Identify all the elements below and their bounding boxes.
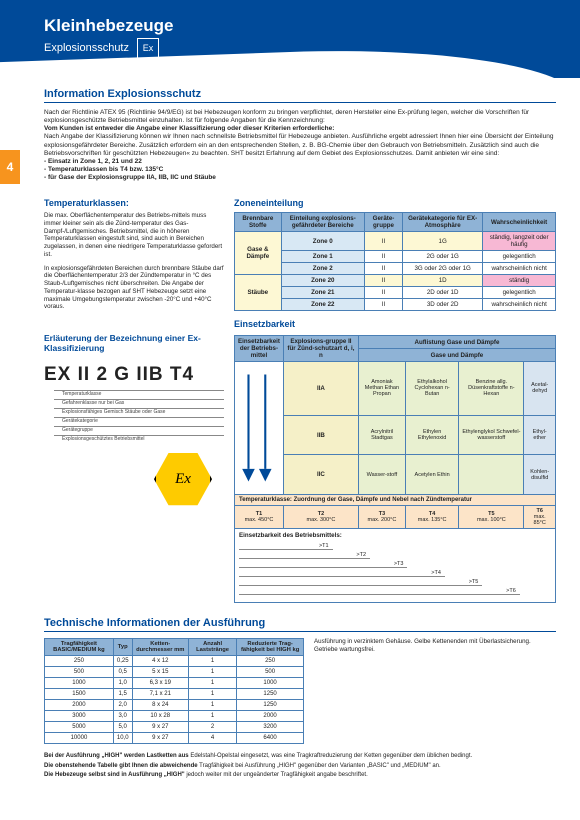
tech-table: Tragfähigkeit BASIC/MEDIUM kgTypKetten-d… <box>44 638 304 744</box>
eh3: Auflistung Gase und Dämpfe <box>358 336 555 349</box>
arrows: >T1>T2>T3>T4>T5>T6 <box>239 539 551 599</box>
info-title: Information Explosionsschutz <box>44 88 556 103</box>
f3a: Die Hebezeuge selbst sind in Ausführung … <box>44 772 185 778</box>
eh1: Einsetzbarkeit der Betriebs-mittel <box>235 336 284 362</box>
info-b1: - Einsatz in Zone 1, 2, 21 und 22 <box>44 158 142 165</box>
zones-table: Brennbare Stoffe Einteilung explosions-g… <box>234 212 556 311</box>
kl5: Explosionsgeschütztes Betriebsmittel <box>54 435 224 443</box>
f1a: Bei der Ausführung „HIGH" werden Lastket… <box>44 753 189 759</box>
f1b: Edelstahl-Opelstal eingesetzt, was eine … <box>190 753 472 759</box>
f3b: jedoch weiter mit der ungeänderter Tragf… <box>186 772 367 778</box>
info-b2: - Temperaturklassen bis T4 bzw. 135°C <box>44 166 163 173</box>
info-p2: Vom Kunden ist entweder die Angabe einer… <box>44 125 334 132</box>
zh4: Wahrscheinlichkeit <box>483 213 556 232</box>
page-title: Kleinhebezeuge <box>44 16 580 36</box>
tech-title: Technische Informationen der Ausführung <box>44 617 556 632</box>
kl3: Gerätekategorie <box>54 417 224 425</box>
gas-table: Einsetzbarkeit der Betriebs-mittel Explo… <box>234 335 556 603</box>
tech-notes: Ausführung in verzinktem Gehäuse. Gelbe … <box>314 638 556 744</box>
kl0: Temperaturklasse <box>54 390 224 398</box>
at: Einsetzbarkeit des Betriebsmittels: <box>239 532 342 539</box>
info-p3: Nach Angabe der Klassifizierung können w… <box>44 133 553 156</box>
temp-title: Temperaturklassen: <box>44 198 224 208</box>
kl1: Gefahrenklasse nur bei Gas <box>54 399 224 407</box>
footnotes: Bei der Ausführung „HIGH" werden Lastket… <box>44 752 556 781</box>
temp-p1: Die max. Oberflächentemperatur des Betri… <box>44 212 224 259</box>
ex-code: EX II 2 G IIB T4 <box>44 364 224 386</box>
tt: Temperaturklasse: <box>239 497 292 503</box>
zones-title: Zoneneinteilung <box>234 198 556 208</box>
zh0: Brennbare Stoffe <box>235 213 282 232</box>
einsetz-title: Einsetzbarkeit <box>234 319 556 329</box>
ex-hex-text: Ex <box>175 471 191 488</box>
page-subtitle: Explosionsschutz <box>44 42 129 54</box>
kl4: Gerätegruppe <box>54 426 224 434</box>
kl2: Explosionsfähiges Gemisch Stäube oder Ga… <box>54 408 224 416</box>
zh3: Gerätekategorie für EX-Atmosphäre <box>403 213 483 232</box>
zh1: Einteilung explosions-gefährdeter Bereic… <box>281 213 364 232</box>
f2a: Die obenstehende Tabelle gibt Ihnen die … <box>44 763 198 769</box>
info-body: Nach der Richtlinie ATEX 95 (Richtlinie … <box>44 109 556 182</box>
eh2: Explosions-gruppe II für Zünd-schutzart … <box>283 336 358 362</box>
zh2: Geräte-gruppe <box>364 213 402 232</box>
info-p1: Nach der Richtlinie ATEX 95 (Richtlinie … <box>44 109 529 124</box>
f2b: Tragfähigkeit bei Ausführung „HIGH" gege… <box>199 763 441 769</box>
ex-legend: Temperaturklasse Gefahrenklasse nur bei … <box>44 390 224 443</box>
info-b3: - für Gase der Explosionsgruppe IIA, IIB… <box>44 174 216 181</box>
eh3b: Gase und Dämpfe <box>358 349 555 362</box>
temp-p2: In explosionsgefährdeten Bereichen durch… <box>44 265 224 312</box>
klass-title: Erläuterung der Bezeichnung einer Ex-Kla… <box>44 333 224 353</box>
ex-diagram: EX II 2 G IIB T4 Temperaturklasse Gefahr… <box>44 364 224 443</box>
ts: Zuordnung der Gase, Dämpfe und Nebel nac… <box>294 497 472 503</box>
